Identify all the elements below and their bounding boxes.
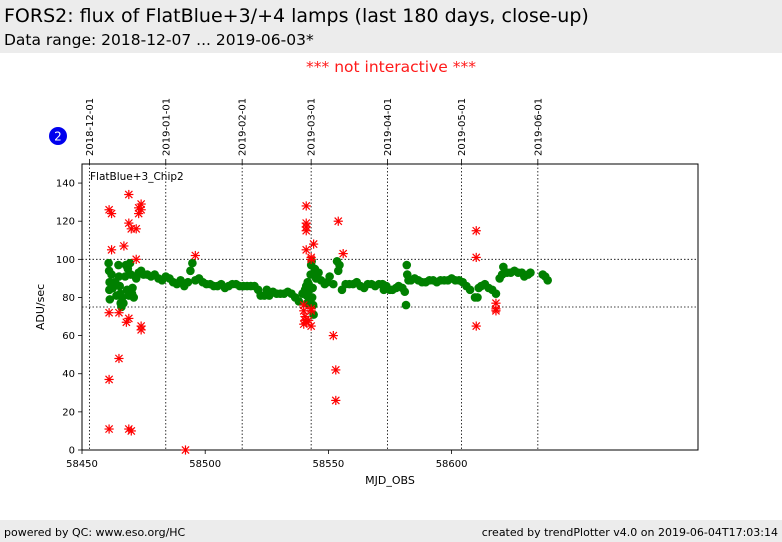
header-bar: FORS2: flux of FlatBlue+3/+4 lamps (last… xyxy=(0,0,782,53)
data-point-red xyxy=(190,250,200,261)
data-point-red xyxy=(328,331,338,341)
data-point-green xyxy=(294,296,304,306)
x-tick-label: 58600 xyxy=(436,459,468,470)
data-point-red xyxy=(306,321,316,331)
data-point-green xyxy=(183,277,193,287)
data-point-red xyxy=(471,321,481,331)
data-point-green xyxy=(325,272,334,281)
data-point-red xyxy=(124,189,134,200)
data-point-green xyxy=(186,266,195,276)
data-point-green xyxy=(329,279,338,289)
data-point-green xyxy=(114,260,123,270)
data-point-green xyxy=(114,272,124,281)
data-point-green xyxy=(129,293,139,302)
data-point-red xyxy=(331,365,341,375)
data-point-green xyxy=(473,293,482,302)
date-tick-label: 2019-02-01 xyxy=(238,98,249,156)
date-tick-label: 2019-04-01 xyxy=(383,98,394,156)
data-range-subtitle: Data range: 2018-12-07 ... 2019-06-03* xyxy=(4,31,314,49)
data-point-red xyxy=(119,241,129,251)
data-point-red xyxy=(124,313,134,324)
data-point-red xyxy=(106,208,117,219)
data-point-red xyxy=(131,254,141,264)
data-point-red xyxy=(114,353,124,364)
footer-bar: powered by QC: www.eso.org/HC created by… xyxy=(0,520,782,542)
x-tick-label: 58500 xyxy=(189,459,221,470)
data-point-red xyxy=(114,308,124,318)
data-point-red xyxy=(301,226,311,236)
data-point-green xyxy=(314,268,323,277)
page-title: FORS2: flux of FlatBlue+3/+4 lamps (last… xyxy=(4,5,589,27)
data-point-red xyxy=(333,216,343,226)
x-axis-label: MJD_OBS xyxy=(365,474,415,487)
data-point-red xyxy=(471,226,481,236)
data-point-red xyxy=(331,395,341,406)
data-point-red xyxy=(104,424,114,434)
data-point-red xyxy=(136,325,146,335)
data-point-red xyxy=(301,201,311,211)
data-point-green xyxy=(401,300,411,310)
date-tick-label: 2019-01-01 xyxy=(161,98,172,156)
date-tick-label: 2019-05-01 xyxy=(457,98,468,156)
data-point-green xyxy=(119,298,128,308)
data-point-green xyxy=(491,289,501,298)
y-tick-label: 140 xyxy=(56,179,75,190)
data-point-red xyxy=(491,306,501,316)
created-by-text: created by trendPlotter v4.0 on 2019-06-… xyxy=(481,526,778,539)
data-point-red xyxy=(131,224,141,234)
data-point-green xyxy=(402,260,412,270)
data-point-red xyxy=(136,205,146,215)
y-tick-label: 60 xyxy=(62,331,75,342)
data-point-green xyxy=(465,285,475,295)
powered-by-text: powered by QC: www.eso.org/HC xyxy=(4,526,186,539)
y-axis-label: ADU/sec xyxy=(34,284,47,330)
date-tick-label: 2019-03-01 xyxy=(307,98,318,156)
data-point-green xyxy=(526,268,535,277)
x-tick-label: 58450 xyxy=(66,459,98,470)
data-point-red xyxy=(104,308,114,318)
not-interactive-notice: *** not interactive *** xyxy=(306,58,476,76)
data-point-red xyxy=(471,252,481,263)
data-point-green xyxy=(107,270,116,279)
data-point-green xyxy=(543,276,552,285)
date-tick-label: 2019-06-01 xyxy=(533,98,544,156)
data-point-red xyxy=(309,239,319,249)
badge-circle xyxy=(49,127,67,145)
data-point-red xyxy=(126,426,136,436)
data-point-red xyxy=(180,445,191,455)
data-point-red xyxy=(104,374,114,385)
plot-frame xyxy=(81,163,699,451)
data-point-red xyxy=(338,249,348,259)
y-tick-label: 40 xyxy=(62,369,75,380)
panel-label: FlatBlue+3_Chip2 xyxy=(90,171,184,183)
x-tick-label: 58550 xyxy=(312,459,344,470)
data-point-green xyxy=(188,258,197,268)
data-point-green xyxy=(400,287,410,297)
y-tick-label: 20 xyxy=(62,407,75,418)
y-tick-label: 100 xyxy=(56,255,75,266)
data-point-green xyxy=(335,260,344,270)
data-point-green xyxy=(115,281,124,291)
data-point-green xyxy=(308,283,317,293)
data-point-red xyxy=(106,245,117,255)
y-tick-label: 80 xyxy=(62,293,75,304)
flux-scatter-chart: 2 0 20 40 60 80 100 120 140 58450 58500 58550 58600… xyxy=(34,98,699,487)
y-tick-label: 120 xyxy=(56,217,75,228)
date-tick-label: 2018-12-01 xyxy=(85,98,96,156)
plot-number-badge: 2 xyxy=(49,127,67,145)
y-tick-label: 0 xyxy=(69,446,75,457)
data-point-green xyxy=(104,258,113,268)
data-point-red xyxy=(301,245,311,255)
data-point-green xyxy=(307,293,317,302)
data-point-red xyxy=(306,306,316,316)
data-point-green xyxy=(105,295,115,304)
data-point-green xyxy=(125,258,135,268)
data-point-red xyxy=(306,254,316,264)
badge-number: 2 xyxy=(54,130,62,144)
